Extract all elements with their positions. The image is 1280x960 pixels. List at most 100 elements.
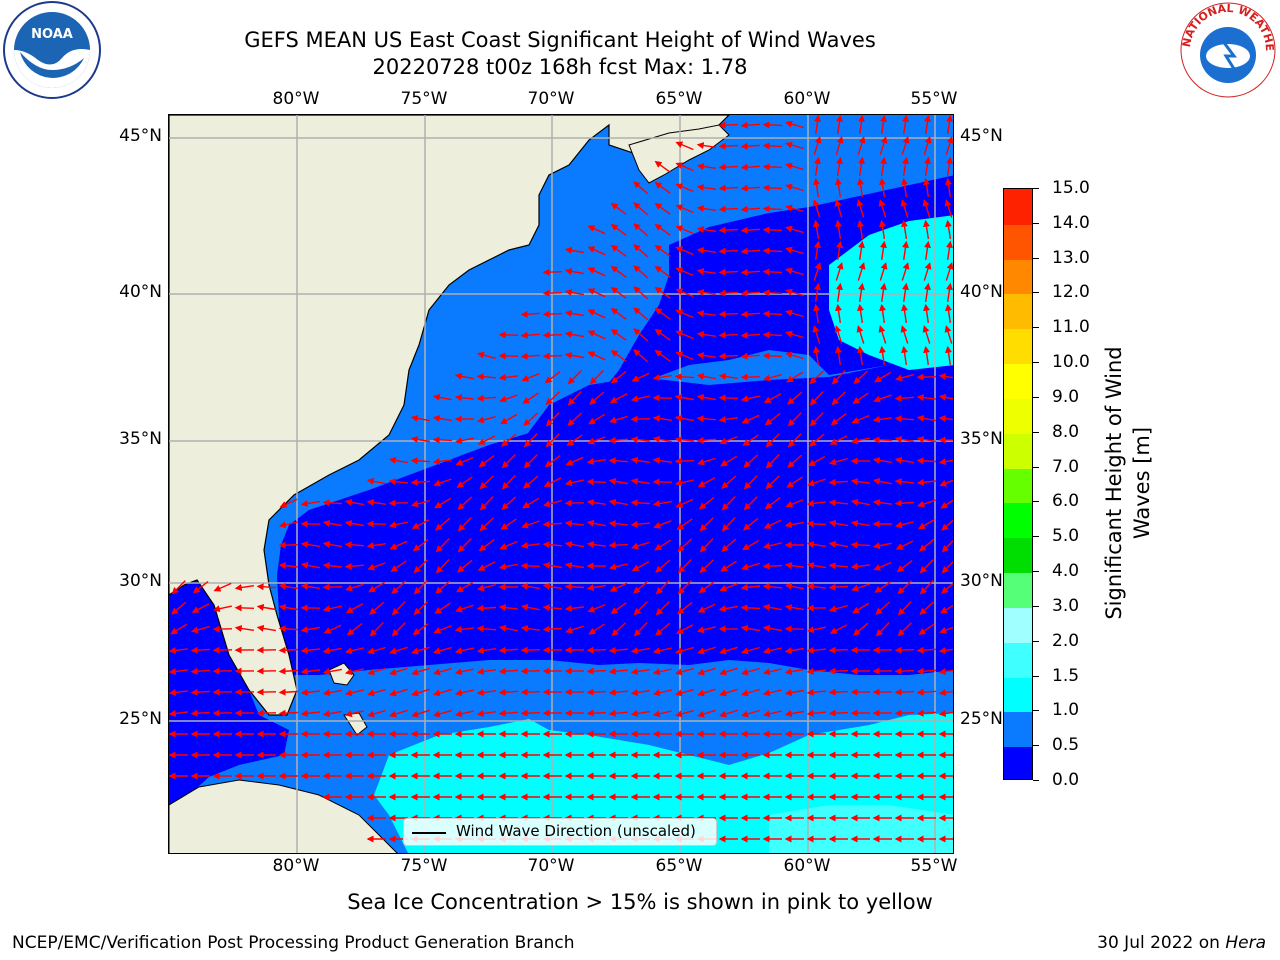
land-north-america <box>169 115 730 716</box>
wind-wave-arrow <box>850 562 870 570</box>
wind-wave-arrow <box>872 542 892 550</box>
wind-wave-arrow <box>718 310 739 318</box>
wind-wave-arrow <box>740 226 761 234</box>
colorbar-tick-label: 3.0 <box>1052 595 1080 616</box>
wind-wave-arrow <box>945 345 952 366</box>
wind-wave-arrow <box>432 709 452 718</box>
wind-wave-arrow <box>520 667 541 675</box>
wind-wave-arrow <box>902 240 909 261</box>
wind-wave-arrow <box>742 434 759 446</box>
wind-wave-arrow <box>479 475 494 490</box>
wind-wave-arrow <box>369 601 385 615</box>
wind-wave-arrow <box>762 710 782 718</box>
wind-wave-arrow <box>696 226 717 233</box>
wind-wave-arrow <box>880 282 887 303</box>
wind-wave-arrow <box>894 415 915 423</box>
wind-wave-arrow <box>633 622 648 637</box>
wind-wave-arrow <box>699 517 714 532</box>
wind-wave-arrow <box>300 500 321 507</box>
wind-wave-arrow <box>879 345 886 366</box>
wind-wave-arrow <box>875 622 890 637</box>
wind-wave-arrow <box>608 688 629 696</box>
wind-wave-arrow <box>631 541 650 550</box>
wind-wave-arrow <box>697 688 716 697</box>
footer-credit: NCEP/EMC/Verification Post Processing Pr… <box>12 933 575 953</box>
wind-wave-arrow <box>696 415 717 423</box>
wind-wave-arrow <box>587 225 606 235</box>
wind-wave-arrow <box>586 667 607 675</box>
lat-tick-label-right: 40°N <box>960 282 1003 302</box>
legend-label: Wind Wave Direction (unscaled) <box>456 822 696 840</box>
wind-wave-arrow <box>654 307 671 320</box>
wind-wave-arrow <box>880 115 887 135</box>
wind-wave-arrow <box>589 391 605 405</box>
wind-wave-arrow <box>696 436 717 444</box>
wind-wave-arrow <box>369 622 384 637</box>
wind-wave-arrow <box>938 710 953 717</box>
wind-wave-arrow <box>916 667 937 675</box>
wind-wave-arrow <box>828 499 849 507</box>
colorbar-tick-label: 1.5 <box>1052 665 1080 686</box>
wind-wave-arrow <box>676 518 693 531</box>
wind-wave-arrow <box>608 709 629 717</box>
wind-wave-arrow <box>476 710 497 717</box>
wind-wave-arrow <box>390 560 407 573</box>
wind-wave-arrow <box>879 136 888 155</box>
wind-wave-arrow <box>609 582 628 592</box>
wind-wave-arrow <box>523 433 538 448</box>
wind-wave-arrow <box>435 580 451 594</box>
wind-wave-arrow <box>499 540 518 550</box>
wind-wave-arrow <box>652 457 673 464</box>
wave-band-0-0.5-lower <box>279 355 953 675</box>
wind-wave-arrow <box>389 646 408 655</box>
wind-wave-arrow <box>322 499 343 507</box>
wind-wave-arrow <box>500 518 517 530</box>
wind-wave-arrow <box>520 331 541 339</box>
colorbar-segment <box>1004 572 1032 608</box>
wind-wave-arrow <box>367 667 386 676</box>
wind-wave-arrow <box>501 496 517 511</box>
wind-wave-arrow <box>411 667 430 676</box>
wind-wave-arrow <box>806 646 827 654</box>
colorbar-segment <box>1004 746 1032 779</box>
colorbar-segment <box>1004 537 1032 574</box>
wind-wave-arrow <box>945 177 952 198</box>
wind-wave-arrow <box>762 562 783 570</box>
wind-wave-arrow <box>411 709 430 718</box>
wind-wave-arrow <box>902 282 909 303</box>
wind-wave-arrow <box>674 688 694 697</box>
wind-wave-arrow <box>455 604 474 613</box>
wind-wave-arrow <box>587 436 606 445</box>
lat-tick-label-left: 30°N <box>119 571 162 591</box>
map-panel <box>168 114 954 854</box>
wind-wave-arrow <box>857 303 864 324</box>
wind-wave-arrow <box>610 244 627 257</box>
colorbar-tick <box>1033 710 1039 712</box>
wind-wave-arrow <box>322 668 343 676</box>
wind-wave-arrow <box>813 136 822 155</box>
wind-wave-arrow <box>368 581 385 593</box>
colorbar-tick <box>1033 431 1039 433</box>
wave-band-0-0.5-north <box>669 183 953 305</box>
wind-wave-arrow <box>878 325 887 344</box>
wind-wave-arrow <box>587 246 606 256</box>
wind-wave-arrow <box>787 391 803 405</box>
wind-wave-arrow <box>696 310 717 317</box>
wind-wave-arrow <box>786 476 803 488</box>
wind-wave-arrow <box>545 412 560 427</box>
wind-wave-arrow <box>410 499 430 508</box>
wind-wave-arrow <box>762 247 783 255</box>
wind-wave-arrow <box>234 584 255 591</box>
wind-wave-arrow <box>743 454 759 469</box>
wind-wave-arrow <box>346 622 363 636</box>
wind-wave-arrow <box>630 689 651 696</box>
wind-wave-arrow <box>879 219 886 240</box>
wind-wave-arrow <box>946 115 953 135</box>
wind-wave-arrow <box>872 436 893 444</box>
wind-wave-arrow <box>857 345 864 366</box>
wind-wave-arrow <box>169 688 188 696</box>
wind-wave-arrow <box>828 646 849 654</box>
wind-wave-arrow <box>523 454 538 469</box>
wind-wave-arrow <box>410 414 431 422</box>
wind-wave-arrow <box>610 602 627 615</box>
